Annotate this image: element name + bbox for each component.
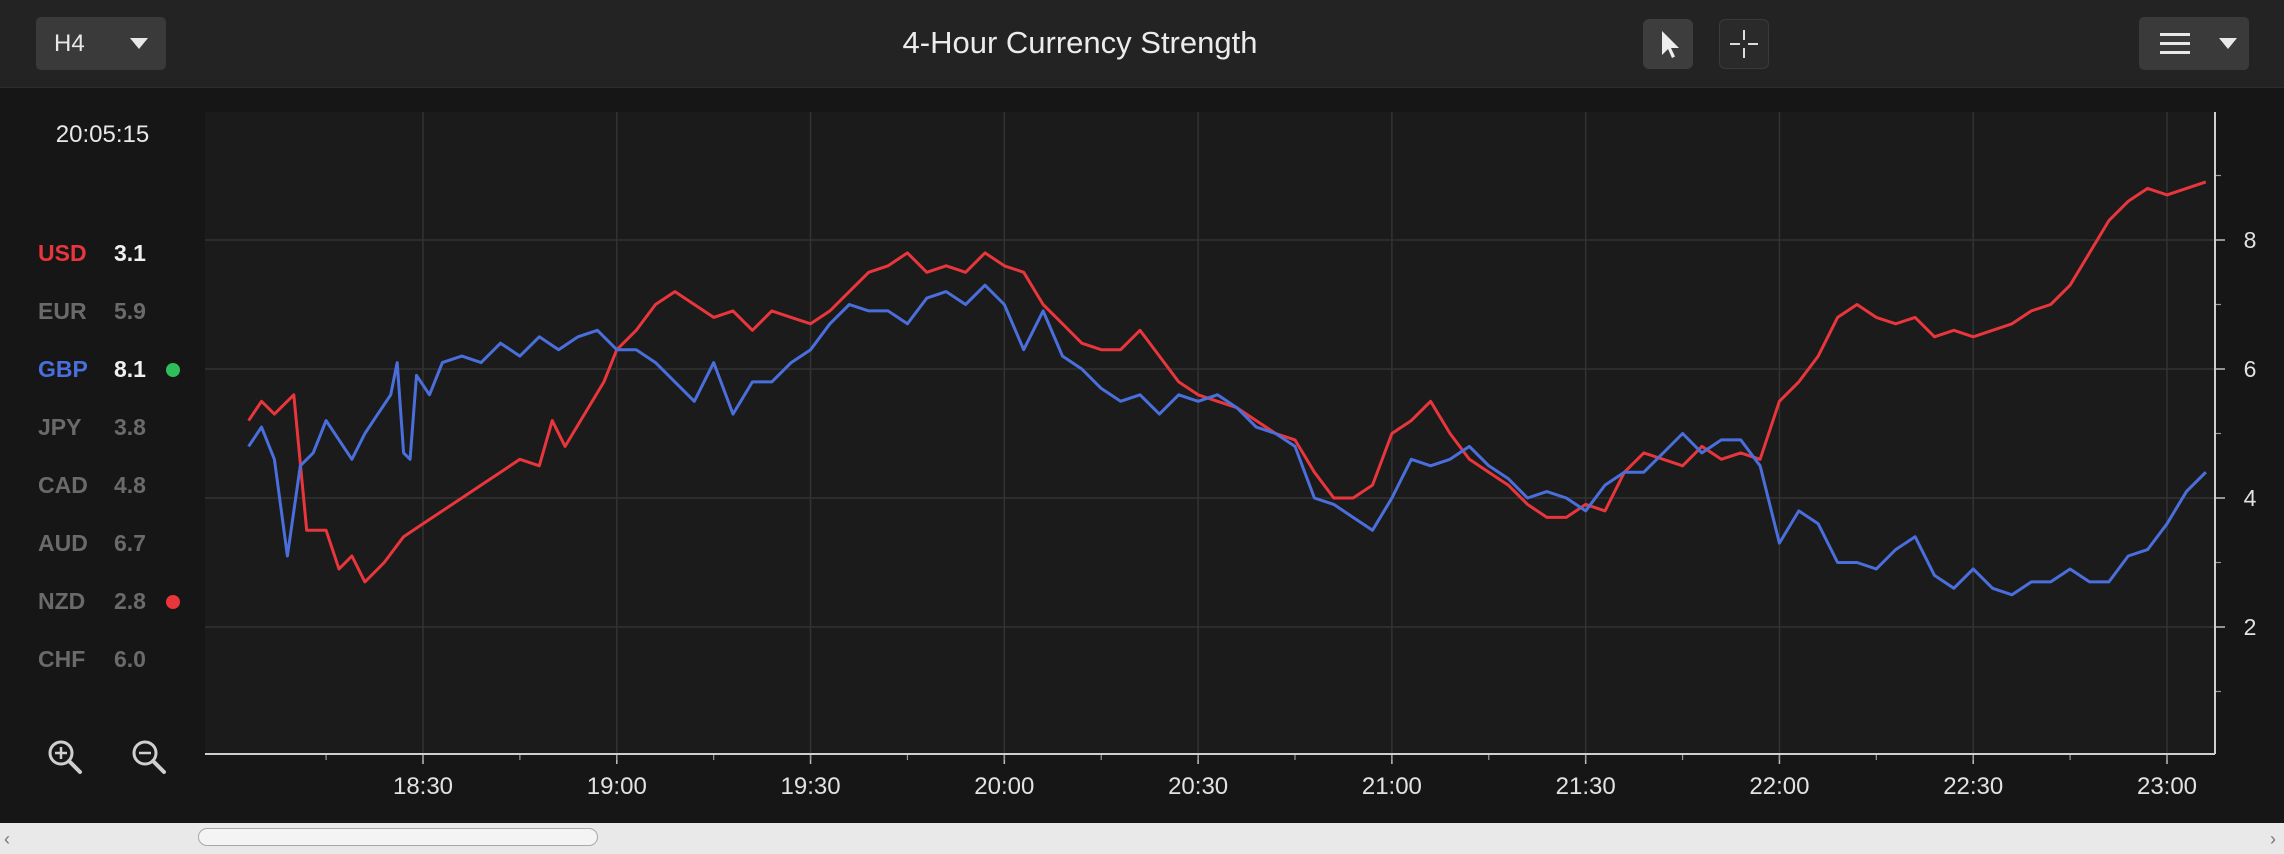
legend-value: 2.8 bbox=[114, 588, 146, 614]
x-tick-label: 20:00 bbox=[974, 773, 1034, 800]
grid bbox=[205, 112, 2215, 754]
x-tick-label: 19:30 bbox=[781, 773, 841, 800]
legend-code: CHF bbox=[38, 646, 86, 672]
scroll-thumb[interactable] bbox=[198, 828, 598, 846]
timeframe-value: H4 bbox=[54, 29, 85, 57]
legend-item-usd[interactable]: USD 3.1 bbox=[38, 240, 198, 270]
x-tick-label: 19:00 bbox=[587, 773, 647, 800]
plot-area bbox=[205, 112, 2215, 754]
timeframe-select[interactable]: H4 bbox=[36, 17, 166, 70]
series-line-usd bbox=[247, 180, 2207, 584]
x-tick-label: 21:30 bbox=[1556, 773, 1616, 800]
x-tick-label: 22:30 bbox=[1943, 773, 2003, 800]
legend-value: 4.8 bbox=[114, 472, 146, 498]
legend-code: EUR bbox=[38, 298, 87, 324]
legend-item-nzd[interactable]: NZD 2.8 bbox=[38, 588, 198, 618]
y-tick-label: 4 bbox=[2244, 485, 2257, 511]
legend-value: 3.8 bbox=[114, 414, 146, 440]
legend-value: 6.0 bbox=[114, 646, 146, 672]
legend-code: CAD bbox=[38, 472, 88, 498]
legend-code: JPY bbox=[38, 414, 82, 440]
legend-code: NZD bbox=[38, 588, 86, 614]
legend-code: AUD bbox=[38, 530, 88, 556]
legend-code: GBP bbox=[38, 356, 88, 382]
zoom-in-button[interactable] bbox=[45, 737, 85, 777]
x-tick-label: 20:30 bbox=[1168, 773, 1228, 800]
legend-dot bbox=[166, 363, 180, 377]
chart-title: 4-Hour Currency Strength bbox=[902, 25, 1258, 60]
x-tick-label: 22:00 bbox=[1749, 773, 1809, 800]
toolbar: H4 4-Hour Currency Strength bbox=[0, 0, 2284, 88]
legend-item-aud[interactable]: AUD 6.7 bbox=[38, 530, 198, 560]
legend-item-cad[interactable]: CAD 4.8 bbox=[38, 472, 198, 502]
y-tick-label: 8 bbox=[2244, 227, 2257, 253]
cursor-arrow-icon bbox=[1662, 31, 1679, 58]
x-tick-label: 18:30 bbox=[393, 773, 453, 800]
strength-chart[interactable]: 18:30 19:00 19:30 20:00 20:30 21:00 21:30 22:00… bbox=[0, 0, 2284, 823]
legend-item-jpy[interactable]: JPY 3.8 bbox=[38, 414, 198, 444]
scroll-left-icon[interactable]: ‹ bbox=[4, 829, 10, 849]
legend-dot bbox=[166, 595, 180, 609]
zoom-out-icon bbox=[132, 740, 166, 774]
legend-value: 6.7 bbox=[114, 530, 146, 556]
legend-value: 8.1 bbox=[114, 356, 146, 382]
x-tick-label: 23:00 bbox=[2137, 773, 2197, 800]
series-line-gbp bbox=[247, 283, 2207, 597]
x-tick-label: 21:00 bbox=[1362, 773, 1422, 800]
zoom-out-button[interactable] bbox=[129, 737, 169, 777]
legend-item-chf[interactable]: CHF 6.0 bbox=[38, 646, 198, 676]
legend-value: 3.1 bbox=[114, 240, 146, 266]
crosshair-icon bbox=[1730, 30, 1758, 58]
hamburger-menu-icon bbox=[2160, 33, 2237, 54]
series-lines bbox=[247, 180, 2207, 597]
y-tick-label: 2 bbox=[2244, 614, 2257, 640]
caret-down-icon bbox=[130, 38, 148, 49]
scroll-right-icon[interactable]: › bbox=[2270, 829, 2276, 849]
legend-value: 5.9 bbox=[114, 298, 146, 324]
horizontal-scrollbar[interactable]: ‹ › bbox=[0, 823, 2284, 854]
legend-panel bbox=[0, 88, 205, 823]
zoom-in-icon bbox=[48, 740, 82, 774]
clock: 20:05:15 bbox=[55, 121, 150, 148]
legend-code: USD bbox=[38, 240, 87, 266]
pointer-tool-button[interactable] bbox=[1643, 19, 1693, 69]
legend-item-gbp[interactable]: GBP 8.1 bbox=[38, 356, 198, 386]
axes: 18:30 19:00 19:30 20:00 20:30 21:00 21:30 22:00… bbox=[205, 112, 2257, 800]
menu-button[interactable] bbox=[2139, 17, 2249, 70]
legend-item-eur[interactable]: EUR 5.9 bbox=[38, 298, 198, 328]
y-tick-label: 6 bbox=[2244, 356, 2257, 382]
crosshair-tool-button[interactable] bbox=[1719, 19, 1769, 69]
